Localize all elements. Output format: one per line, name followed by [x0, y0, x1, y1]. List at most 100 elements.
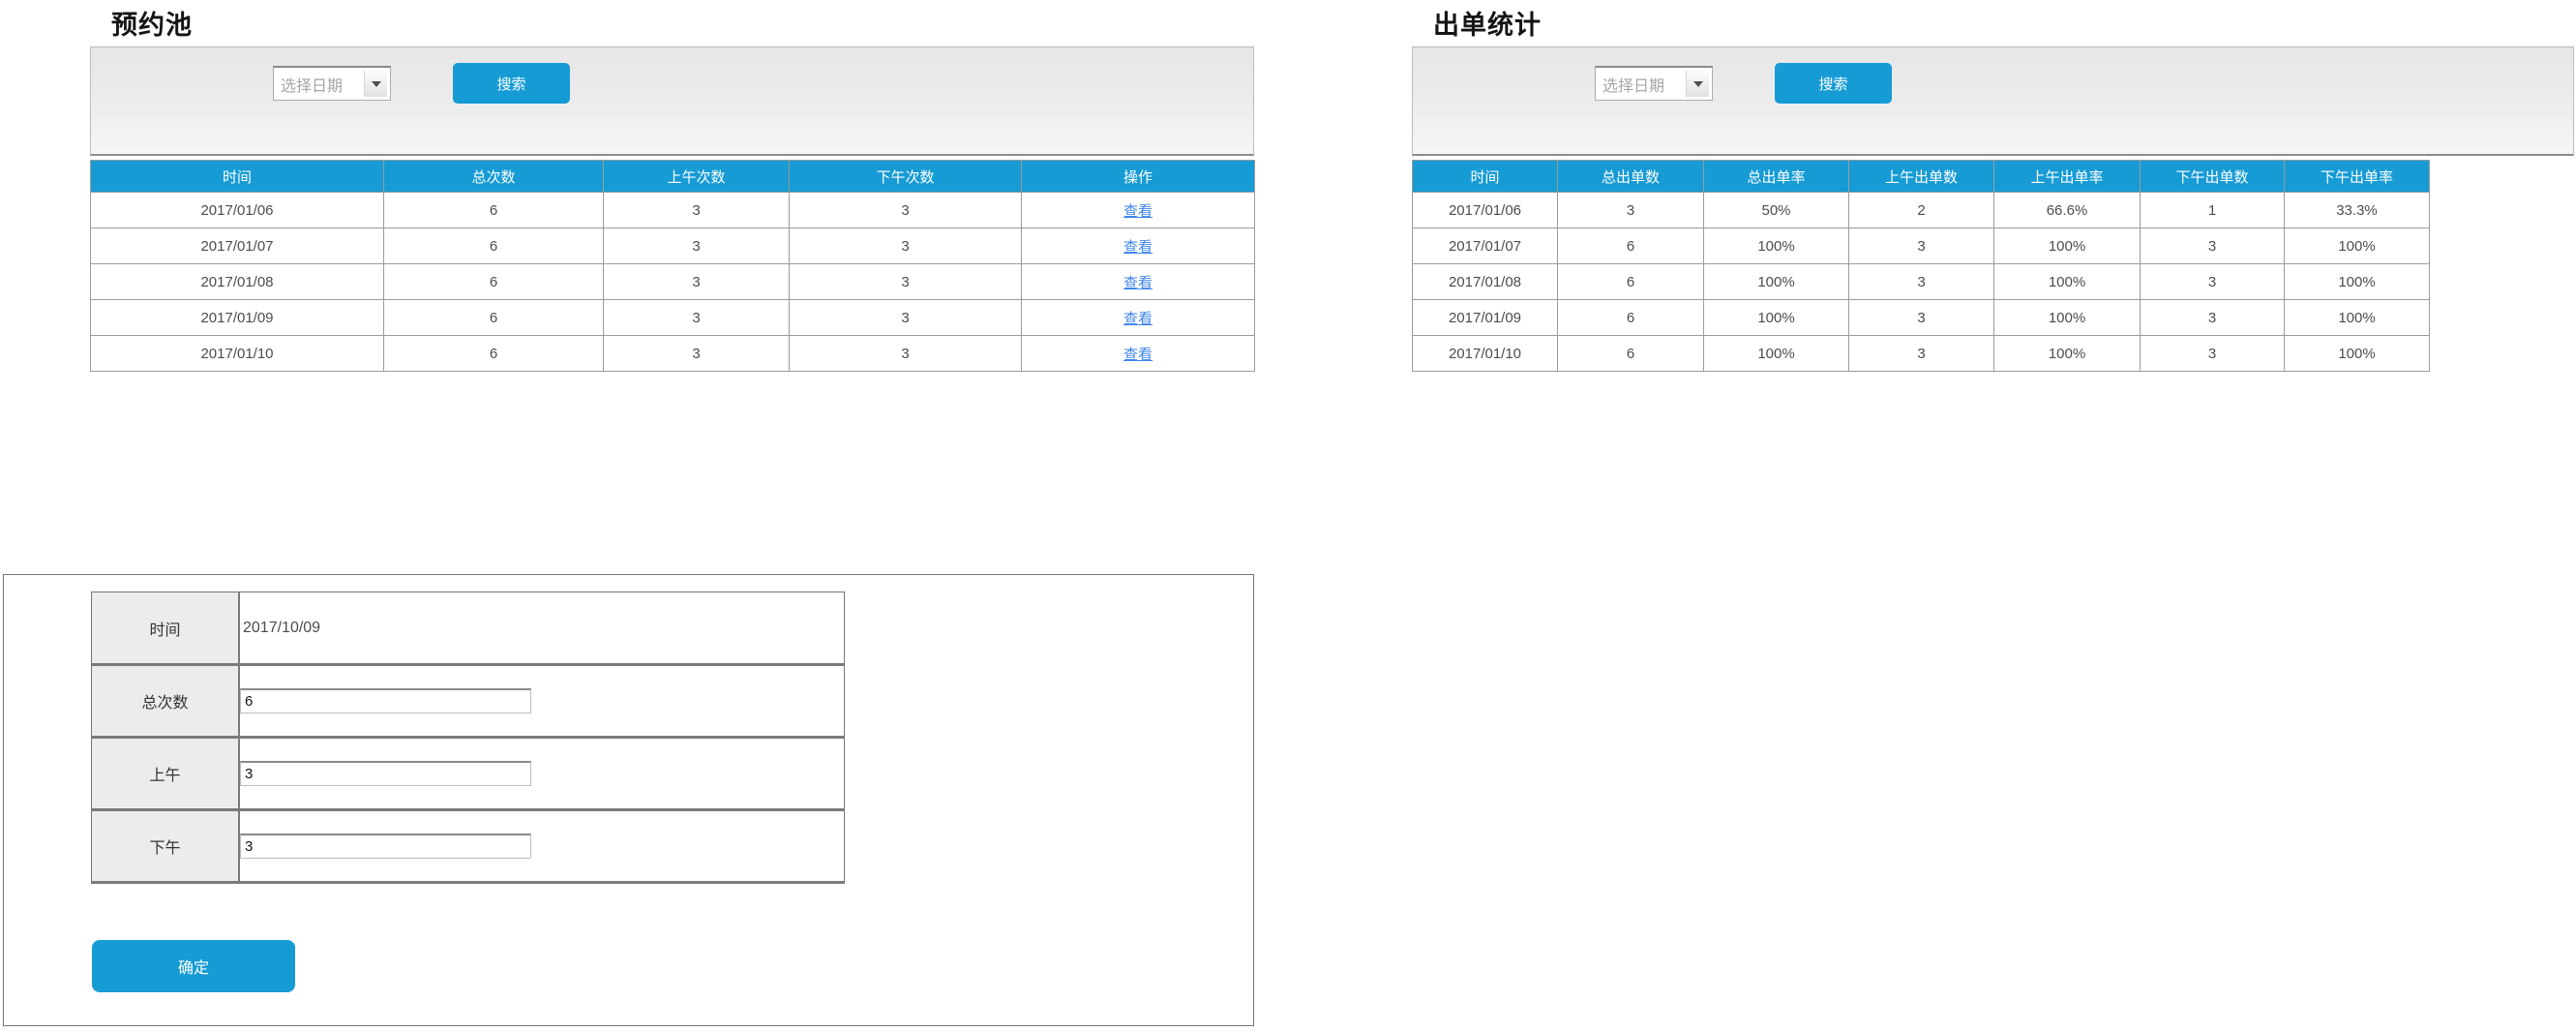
action-cell: 查看	[1021, 263, 1255, 300]
form-text-input[interactable]	[240, 688, 531, 713]
table-cell: 2017/01/10	[90, 335, 384, 372]
table-cell: 3	[603, 227, 790, 264]
reservation-table: 时间 总次数 上午次数 下午次数 操作 2017/01/06 6 3 3 查看 2017/01/0…	[90, 160, 1255, 372]
table-cell: 2017/01/07	[1412, 227, 1558, 264]
column-header: 时间	[90, 160, 384, 193]
action-cell: 查看	[1021, 192, 1255, 228]
date-select-placeholder: 选择日期	[281, 77, 344, 95]
view-link[interactable]: 查看	[1123, 274, 1153, 291]
table-cell: 3	[2140, 227, 2285, 264]
table-cell: 6	[1557, 227, 1704, 264]
table-cell: 6	[1557, 335, 1704, 372]
form-field-label: 总次数	[91, 664, 240, 738]
order-stats-search-button[interactable]: 搜索	[1775, 63, 1892, 104]
table-cell: 100%	[1993, 335, 2141, 372]
action-cell: 查看	[1021, 335, 1255, 372]
table-cell: 3	[789, 192, 1022, 228]
table-cell: 6	[383, 299, 604, 336]
table-cell: 2017/01/08	[90, 263, 384, 300]
chevron-down-glyph	[371, 80, 381, 87]
form-field-value	[239, 738, 845, 810]
table-cell: 3	[2140, 335, 2285, 372]
table-cell: 33.3%	[2284, 192, 2430, 228]
table-cell: 100%	[2284, 335, 2430, 372]
table-cell: 2017/01/08	[1412, 263, 1558, 300]
table-cell: 2017/01/10	[1412, 335, 1558, 372]
action-cell: 查看	[1021, 299, 1255, 336]
date-select-placeholder: 选择日期	[1603, 77, 1665, 95]
table-cell: 6	[383, 227, 604, 264]
view-link[interactable]: 查看	[1123, 238, 1153, 256]
form-text-input[interactable]	[240, 834, 531, 859]
table-cell: 2017/01/09	[1412, 299, 1558, 336]
column-header: 时间	[1412, 160, 1558, 193]
table-row: 2017/01/08 6 100% 3 100% 3 100%	[1412, 263, 2430, 300]
table-cell: 6	[1557, 299, 1704, 336]
view-link[interactable]: 查看	[1123, 202, 1153, 220]
table-cell: 3	[1848, 227, 1994, 264]
table-cell: 3	[1848, 263, 1994, 300]
table-cell: 3	[1557, 192, 1704, 228]
view-link[interactable]: 查看	[1123, 310, 1153, 327]
form-text-input[interactable]	[240, 761, 531, 786]
form-row: 下午	[91, 809, 845, 883]
column-header: 下午次数	[789, 160, 1022, 193]
table-row: 2017/01/06 3 50% 2 66.6% 1 33.3%	[1412, 192, 2430, 228]
chevron-down-icon[interactable]	[364, 71, 387, 97]
order-stats-title: 出单统计	[1433, 11, 1542, 40]
table-cell: 3	[2140, 299, 2285, 336]
table-cell: 3	[789, 227, 1022, 264]
reservation-table-header-row: 时间 总次数 上午次数 下午次数 操作	[90, 160, 1255, 193]
form-row: 时间 2017/10/09	[91, 591, 845, 665]
table-cell: 3	[789, 263, 1022, 300]
table-row: 2017/01/08 6 3 3 查看	[90, 263, 1255, 300]
form-field-label: 下午	[91, 809, 240, 883]
table-row: 2017/01/10 6 100% 3 100% 3 100%	[1412, 335, 2430, 372]
table-cell: 100%	[1703, 263, 1849, 300]
table-cell: 6	[383, 263, 604, 300]
column-header: 总出单数	[1557, 160, 1704, 193]
column-header: 上午出单数	[1848, 160, 1994, 193]
reservation-date-select[interactable]: 选择日期	[273, 66, 391, 101]
column-header: 总次数	[383, 160, 604, 193]
order-stats-date-select[interactable]: 选择日期	[1595, 66, 1713, 101]
column-header: 上午次数	[603, 160, 790, 193]
reservation-search-button[interactable]: 搜索	[453, 63, 570, 104]
table-cell: 6	[383, 335, 604, 372]
column-header: 下午出单率	[2284, 160, 2430, 193]
table-cell: 3	[2140, 263, 2285, 300]
table-cell: 100%	[2284, 227, 2430, 264]
table-cell: 2017/01/06	[90, 192, 384, 228]
table-cell: 50%	[1703, 192, 1849, 228]
table-cell: 3	[603, 299, 790, 336]
column-header: 操作	[1021, 160, 1255, 193]
column-header: 下午出单数	[2140, 160, 2285, 193]
form-field-value	[239, 810, 845, 883]
action-cell: 查看	[1021, 227, 1255, 264]
table-cell: 3	[603, 192, 790, 228]
table-row: 2017/01/07 6 3 3 查看	[90, 227, 1255, 264]
table-cell: 100%	[2284, 299, 2430, 336]
table-cell: 100%	[1703, 335, 1849, 372]
form-field-label: 时间	[91, 591, 240, 665]
confirm-button[interactable]: 确定	[92, 940, 295, 992]
table-cell: 3	[789, 299, 1022, 336]
table-row: 2017/01/10 6 3 3 查看	[90, 335, 1255, 372]
table-cell: 100%	[1993, 299, 2141, 336]
order-stats-table: 时间 总出单数 总出单率 上午出单数 上午出单率 下午出单数 下午出单率 2017/01/0…	[1412, 160, 2430, 372]
chevron-down-icon[interactable]	[1686, 71, 1709, 97]
table-cell: 2017/01/06	[1412, 192, 1558, 228]
table-cell: 3	[603, 263, 790, 300]
form-row: 上午	[91, 737, 845, 810]
form-field-value: 2017/10/09	[239, 592, 845, 665]
chevron-down-glyph	[1692, 80, 1703, 87]
view-link[interactable]: 查看	[1123, 346, 1153, 363]
form-field-value	[239, 665, 845, 738]
column-header: 总出单率	[1703, 160, 1849, 193]
table-cell: 3	[1848, 335, 1994, 372]
table-cell: 1	[2140, 192, 2285, 228]
table-cell: 100%	[1703, 299, 1849, 336]
